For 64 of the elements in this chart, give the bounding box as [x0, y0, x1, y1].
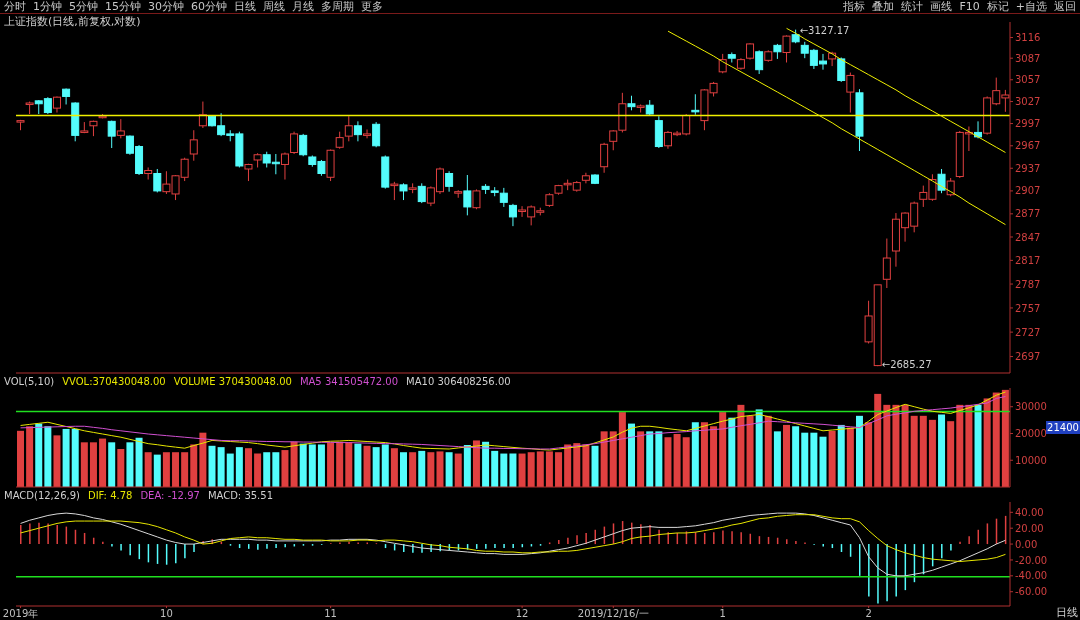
x-tick-label: 11	[324, 608, 337, 620]
y-tick-label: 2967	[1015, 140, 1041, 152]
text: 21400	[1046, 421, 1080, 434]
text: 30分钟	[148, 0, 184, 13]
annotation: ←3127.17	[799, 24, 850, 36]
y-tick-label: 3087	[1015, 52, 1041, 64]
text: DEA: -12.97	[140, 490, 200, 501]
text: DIF: 4.78	[87, 490, 133, 501]
text: 多周期	[321, 0, 354, 13]
text: VVOL:370430048.00	[62, 376, 166, 387]
y-tick-label: 2727	[1015, 326, 1041, 338]
x-tick-label: 2	[865, 608, 872, 620]
text: 周线	[263, 0, 285, 13]
x-tick-label: 1	[719, 608, 726, 620]
text: 标记	[986, 0, 1009, 13]
y-tick-label: 3027	[1015, 96, 1041, 108]
y-tick-label: 2937	[1015, 162, 1041, 174]
y-tick-label: 2697	[1015, 351, 1041, 363]
y-tick-label: 3057	[1015, 74, 1041, 86]
x-tick-label: 2019年	[2, 608, 39, 620]
text: VOLUME 370430048.00	[173, 376, 292, 387]
text: MA10 306408256.00	[406, 376, 511, 387]
y-tick-label: -20.00	[1015, 554, 1048, 566]
text: F10	[959, 0, 980, 13]
y-tick-label: 20.00	[1015, 522, 1044, 534]
text: 60分钟	[191, 0, 227, 13]
y-tick-label: 2877	[1015, 208, 1041, 220]
y-tick-label: 2757	[1015, 302, 1041, 314]
x-tick-label: 2019/12/16/一	[577, 608, 649, 620]
y-tick-label: 30000	[1015, 401, 1047, 413]
text: 更多	[361, 0, 383, 13]
text: 月线	[292, 0, 314, 13]
text: +自选	[1015, 0, 1047, 13]
y-tick-label: 3116	[1015, 32, 1041, 44]
y-tick-label: 2997	[1015, 118, 1041, 130]
y-tick-label: 20000	[1015, 428, 1047, 440]
chart-title: VOL(5,10)	[4, 376, 55, 387]
text: 日线	[1056, 605, 1078, 620]
y-tick-label: 2817	[1015, 254, 1041, 266]
text: 15分钟	[105, 0, 141, 13]
chart-title: MACD(12,26,9)	[4, 490, 80, 501]
text: 统计	[901, 0, 924, 13]
text: 指标	[843, 0, 866, 13]
y-tick-label: -60.00	[1015, 586, 1048, 598]
y-tick-label: 0.00	[1015, 538, 1038, 550]
chart-title: 上证指数(日线,前复权,对数)	[4, 14, 141, 29]
text: 5分钟	[69, 0, 98, 13]
y-tick-label: 2847	[1015, 231, 1041, 243]
text: 叠加	[872, 0, 895, 13]
y-tick-label: 10000	[1015, 454, 1047, 466]
x-tick-label: 12	[515, 608, 529, 620]
text: MA5 341505472.00	[299, 376, 399, 387]
text: 返回	[1054, 0, 1076, 13]
text: MACD: 35.51	[207, 490, 274, 501]
y-tick-label: 2907	[1015, 185, 1041, 197]
x-tick-label: 10	[160, 608, 173, 620]
text: 分时	[4, 0, 26, 13]
y-tick-label: 40.00	[1015, 506, 1044, 518]
text: 日线	[234, 0, 256, 13]
y-tick-label: 2787	[1015, 278, 1041, 290]
y-tick-label: -40.00	[1015, 570, 1048, 582]
annotation: ←2685.27	[881, 359, 932, 371]
text: 1分钟	[33, 0, 62, 13]
text: 画线	[930, 0, 953, 13]
